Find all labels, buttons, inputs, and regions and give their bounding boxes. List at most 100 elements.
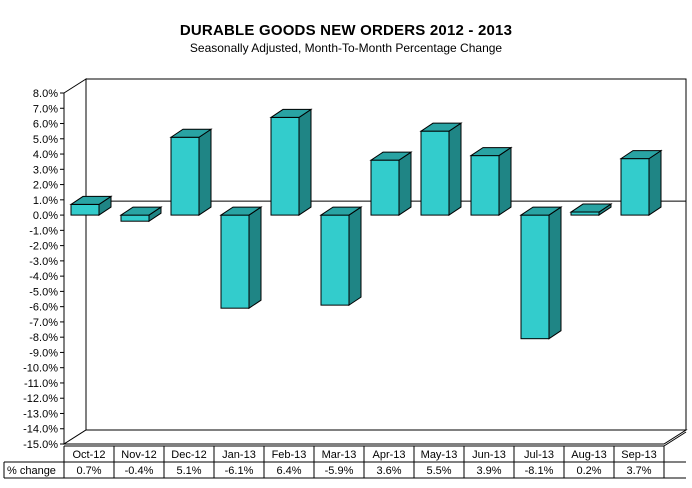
x-category-label: Nov-12 <box>121 449 156 461</box>
bar-May-13 <box>419 122 463 217</box>
bar-side <box>498 146 512 217</box>
bar-Sep-13 <box>619 149 663 217</box>
bar-front <box>470 155 500 216</box>
table-value-label: 5.1% <box>176 465 201 477</box>
table-value-label: 0.2% <box>576 465 601 477</box>
bars <box>69 108 663 340</box>
y-tick-label: -14.0% <box>23 424 58 436</box>
y-tick-label: 2.0% <box>33 180 58 192</box>
y-tick-label: 8.0% <box>33 88 58 100</box>
bar-Nov-12 <box>119 206 163 223</box>
bar-Aug-13 <box>569 203 613 217</box>
data-table: % change Oct-12 0.7% Nov-12 -0.4% Dec-12 5.1% J… <box>3 431 687 479</box>
table-depth <box>663 431 687 447</box>
bar-top <box>569 203 613 213</box>
table-value-label: 0.7% <box>76 465 101 477</box>
y-tick-label: -2.0% <box>29 241 58 253</box>
bar-front <box>70 203 100 216</box>
bar-front <box>620 158 650 216</box>
bar-Jan-13 <box>219 206 263 310</box>
y-tick-label: 6.0% <box>33 119 58 131</box>
bar-front <box>120 214 150 222</box>
table-value-label: 3.6% <box>376 465 401 477</box>
bar-top <box>219 206 263 216</box>
x-category-label: Feb-13 <box>272 449 307 461</box>
bar-side <box>248 206 262 310</box>
table-row-label: % change <box>7 465 56 477</box>
y-tick-label: -4.0% <box>29 271 58 283</box>
bar-top <box>319 206 363 216</box>
y-tick-label: -12.0% <box>23 393 58 405</box>
y-tick-label: 0.0% <box>33 210 58 222</box>
bar-front <box>270 116 300 216</box>
chart-subtitle: Seasonally Adjusted, Month-To-Month Perc… <box>189 41 503 55</box>
bar-front <box>220 214 250 309</box>
bar-side <box>448 122 462 217</box>
table-value-label: 6.4% <box>276 465 301 477</box>
bar-Dec-12 <box>169 128 213 217</box>
bar-front <box>170 136 200 216</box>
bar-Oct-12 <box>69 195 113 217</box>
x-category-label: Oct-12 <box>72 449 105 461</box>
bar-side <box>298 108 312 217</box>
bar-front <box>320 214 350 306</box>
bar-front <box>520 214 550 340</box>
y-tick-label: -5.0% <box>29 286 58 298</box>
bar-top <box>69 195 113 205</box>
y-tick-label: 1.0% <box>33 195 58 207</box>
y-tick-label: -1.0% <box>29 225 58 237</box>
table-value-label: 3.9% <box>476 465 501 477</box>
bar-front <box>420 130 450 216</box>
y-axis: 8.0% 7.0% 6.0% 5.0% 4.0% 3.0% 2.0% 1.0% 0.0% -1.0… <box>23 88 65 451</box>
table-value-label: -5.9% <box>325 465 354 477</box>
bar-Mar-13 <box>319 206 363 307</box>
y-tick-label: 4.0% <box>33 149 58 161</box>
table-value-label: -8.1% <box>525 465 554 477</box>
x-category-label: Dec-12 <box>171 449 206 461</box>
side-wall <box>63 78 87 445</box>
bar-top <box>469 147 513 157</box>
bar-side <box>548 206 562 340</box>
x-category-label: Aug-13 <box>571 449 606 461</box>
bar-top <box>269 108 313 118</box>
y-tick-label: -10.0% <box>23 363 58 375</box>
x-category-label: Jan-13 <box>222 449 256 461</box>
x-category-label: Jul-13 <box>524 449 554 461</box>
bar-top <box>169 128 213 138</box>
y-tick-label: 7.0% <box>33 103 58 115</box>
y-tick-label: -13.0% <box>23 408 58 420</box>
floor <box>62 429 688 445</box>
y-tick-label: 5.0% <box>33 134 58 146</box>
bar-side <box>398 151 412 217</box>
y-tick-label: -11.0% <box>24 378 58 390</box>
bar-top <box>119 206 163 216</box>
x-category-label: Mar-13 <box>322 449 357 461</box>
x-category-label: Jun-13 <box>472 449 506 461</box>
table-value-label: 3.7% <box>626 465 651 477</box>
table-value-label: 5.5% <box>426 465 451 477</box>
x-category-label: Apr-13 <box>372 449 405 461</box>
chart-title: DURABLE GOODS NEW ORDERS 2012 - 2013 <box>179 22 513 39</box>
y-tick-label: -7.0% <box>29 317 58 329</box>
bar-Jul-13 <box>519 206 563 340</box>
x-category-label: Sep-13 <box>621 449 656 461</box>
bar-front <box>370 159 400 216</box>
bar-Feb-13 <box>269 108 313 217</box>
y-tick-label: -15.0% <box>23 439 58 451</box>
y-tick-label: -3.0% <box>29 256 58 268</box>
bar-top <box>419 122 463 132</box>
bar-side <box>648 149 662 217</box>
y-tick-label: -8.0% <box>29 332 58 344</box>
bar-top <box>519 206 563 216</box>
bar-side <box>348 206 362 307</box>
back-wall <box>85 78 687 431</box>
table-value-label: -0.4% <box>125 465 154 477</box>
y-tick-label: -9.0% <box>29 347 58 359</box>
bar-side <box>198 128 212 217</box>
table-value-label: -6.1% <box>225 465 254 477</box>
bar-top <box>619 150 663 160</box>
y-tick-label: -6.0% <box>29 302 58 314</box>
bar-top <box>369 151 413 161</box>
bar-Jun-13 <box>469 146 513 217</box>
